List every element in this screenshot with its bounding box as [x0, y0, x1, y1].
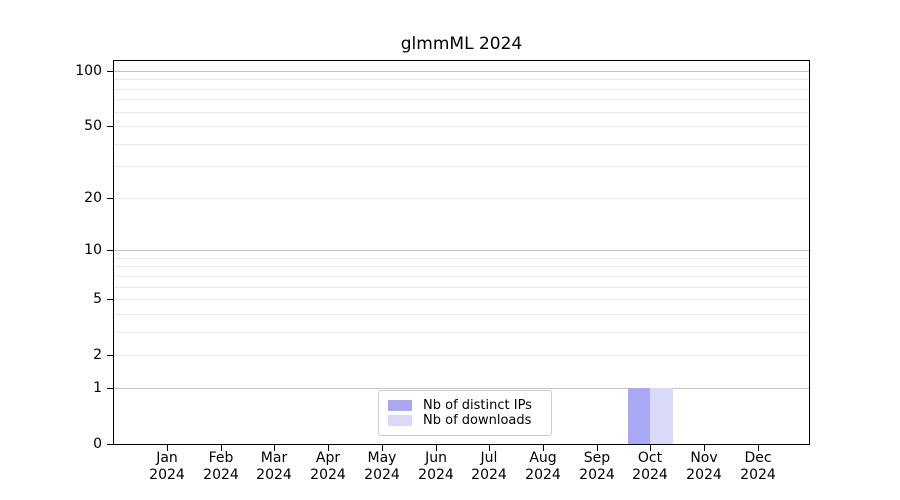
x-tick-label-line: 2024 [256, 467, 292, 483]
y-tick-label: 5 [93, 291, 102, 307]
x-tick-label-line: Apr [315, 450, 341, 466]
x-tick-label-line: 2024 [579, 467, 615, 483]
x-tick-label: Apr 2024 [296, 450, 360, 484]
x-tick-mark [543, 445, 544, 451]
plot-area: Nb of distinct IPs Nb of downloads [113, 60, 810, 445]
chart-title: glmmML 2024 [400, 34, 523, 54]
x-tick-mark [758, 445, 759, 451]
legend-item-distinct-ips: Nb of distinct IPs [388, 398, 542, 413]
minor-gridline [114, 112, 809, 113]
x-tick-label-line: Jan [156, 450, 178, 466]
x-tick-label: Mar 2024 [242, 450, 306, 484]
minor-gridline [114, 299, 809, 300]
y-tick-label: 2 [93, 347, 102, 363]
x-tick-label: May 2024 [350, 450, 414, 484]
minor-gridline [114, 287, 809, 288]
y-tick-mark [107, 444, 113, 445]
y-tick-mark [107, 250, 113, 251]
legend-item-downloads: Nb of downloads [388, 413, 542, 428]
x-tick-label: Jun 2024 [404, 450, 468, 484]
y-tick-mark [107, 299, 113, 300]
x-tick-mark [221, 445, 222, 451]
minor-gridline [114, 314, 809, 315]
x-tick-label-line: Nov [690, 450, 718, 466]
y-tick-label: 20 [84, 190, 102, 206]
legend-swatch-distinct-ips [388, 400, 412, 411]
x-tick-label-line: 2024 [740, 467, 776, 483]
y-tick-mark [107, 198, 113, 199]
minor-gridline [114, 355, 809, 356]
x-tick-label: Sep 2024 [565, 450, 629, 484]
x-tick-mark [328, 445, 329, 451]
y-tick-mark [107, 388, 113, 389]
x-tick-label: Nov 2024 [672, 450, 736, 484]
minor-gridline [114, 332, 809, 333]
y-tick-mark [107, 71, 113, 72]
minor-gridline [114, 276, 809, 277]
bar-nb-of-downloads [650, 387, 673, 444]
major-gridline [114, 71, 809, 72]
x-tick-label: Feb 2024 [189, 450, 253, 484]
x-tick-label-line: 2024 [525, 467, 561, 483]
y-tick-label: 0 [93, 436, 102, 452]
x-tick-label-line: Dec [744, 450, 772, 466]
minor-gridline [114, 126, 809, 127]
minor-gridline [114, 144, 809, 145]
x-tick-label: Jan 2024 [135, 450, 199, 484]
y-tick-label: 50 [84, 118, 102, 134]
major-gridline [114, 250, 809, 251]
x-tick-label-line: 2024 [632, 467, 668, 483]
legend-label-downloads: Nb of downloads [423, 413, 532, 428]
x-tick-label-line: 2024 [310, 467, 346, 483]
minor-gridline [114, 79, 809, 80]
y-tick-label: 1 [93, 380, 102, 396]
x-tick-label: Aug 2024 [511, 450, 575, 484]
x-tick-label-line: May [367, 450, 397, 466]
x-tick-label-line: Mar [260, 450, 288, 466]
minor-gridline [114, 166, 809, 167]
major-gridline [114, 388, 809, 389]
x-tick-label: Dec 2024 [726, 450, 790, 484]
x-tick-mark [436, 445, 437, 451]
x-tick-label-line: 2024 [686, 467, 722, 483]
x-tick-label-line: 2024 [418, 467, 454, 483]
x-tick-label-line: 2024 [149, 467, 185, 483]
x-tick-label-line: Oct [637, 450, 663, 466]
legend: Nb of distinct IPs Nb of downloads [378, 390, 552, 436]
x-tick-mark [650, 445, 651, 451]
minor-gridline [114, 99, 809, 100]
x-tick-label: Oct 2024 [618, 450, 682, 484]
legend-label-distinct-ips: Nb of distinct IPs [423, 398, 532, 413]
minor-gridline [114, 198, 809, 199]
x-tick-label: Jul 2024 [457, 450, 521, 484]
x-tick-mark [382, 445, 383, 451]
minor-gridline [114, 89, 809, 90]
x-tick-label-line: 2024 [364, 467, 400, 483]
x-tick-mark [597, 445, 598, 451]
x-tick-mark [167, 445, 168, 451]
y-tick-label: 10 [84, 242, 102, 258]
x-tick-label-line: Feb [208, 450, 234, 466]
y-tick-mark [107, 355, 113, 356]
minor-gridline [114, 258, 809, 259]
x-tick-label-line: 2024 [471, 467, 507, 483]
x-tick-mark [704, 445, 705, 451]
y-tick-label: 100 [75, 63, 102, 79]
x-tick-mark [274, 445, 275, 451]
x-tick-label-line: Sep [583, 450, 611, 466]
x-tick-label-line: Aug [529, 450, 557, 466]
minor-gridline [114, 266, 809, 267]
x-tick-mark [489, 445, 490, 451]
legend-swatch-downloads [388, 415, 412, 426]
x-tick-label-line: Jun [425, 450, 447, 466]
bar-nb-of-distinct-ips [627, 387, 651, 444]
x-tick-label-line: Jul [480, 450, 498, 466]
y-tick-mark [107, 126, 113, 127]
x-tick-label-line: 2024 [203, 467, 239, 483]
